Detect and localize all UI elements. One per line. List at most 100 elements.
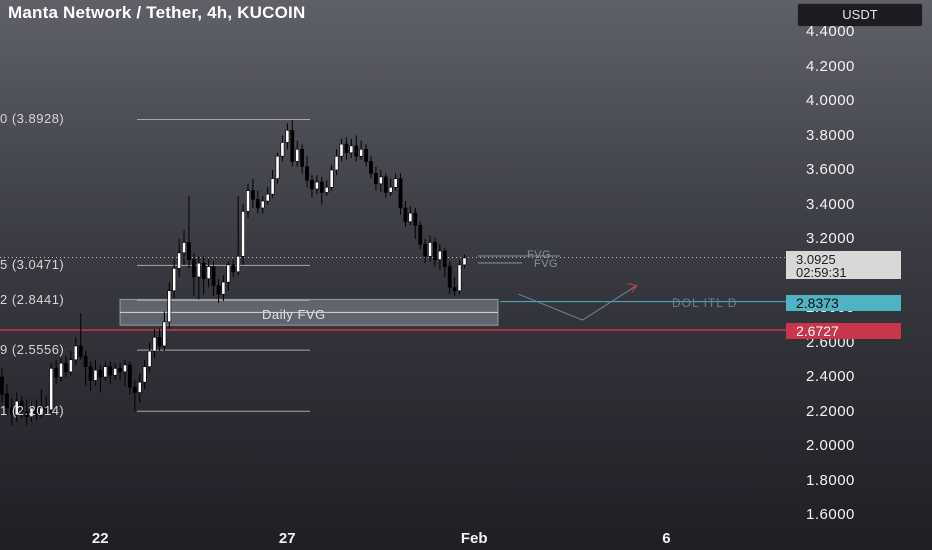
candle-body [378, 176, 383, 185]
candle-body [300, 149, 305, 167]
candle-body [270, 178, 275, 195]
candle-body [393, 178, 398, 188]
candle-body [211, 266, 216, 286]
candle-body [162, 321, 167, 347]
fib-level-label: 1 (2.2014) [0, 403, 65, 419]
candle-body [113, 368, 118, 376]
candle-body [177, 252, 182, 269]
candle-body [236, 255, 241, 273]
candle-body [5, 393, 9, 409]
candle-body [172, 268, 177, 292]
candle-body [295, 149, 300, 162]
y-tick-label: 3.2000 [806, 230, 855, 247]
candle-body [73, 345, 78, 361]
candle-body [128, 364, 132, 388]
candle-body [339, 143, 344, 157]
candle-body [83, 355, 88, 367]
candle-body [369, 161, 373, 174]
candle-body [132, 387, 137, 393]
candle-body [216, 285, 221, 295]
candle-body [88, 366, 93, 381]
candle-body [142, 366, 147, 383]
x-tick-label: 6 [662, 530, 671, 547]
candle-body [329, 169, 334, 188]
level-tag-red: 2.6727 [786, 323, 901, 339]
candle-body [24, 411, 29, 417]
candle-body [305, 166, 309, 181]
y-tick-label: 1.8000 [806, 471, 855, 489]
currency-selector[interactable]: USDT [797, 3, 923, 27]
candle-body [14, 400, 19, 416]
candle-body [462, 257, 467, 266]
candle-body [374, 173, 378, 185]
projection-arrowhead [627, 282, 638, 293]
x-tick-label: Feb [460, 530, 488, 547]
candle-body [147, 350, 152, 367]
candle-body [442, 250, 447, 267]
candle-body [152, 337, 157, 352]
candle-body [49, 368, 54, 411]
fvg-label-bottom: FVG [534, 258, 559, 270]
candle-body [265, 193, 270, 202]
candle-body [359, 149, 364, 157]
candle-body [39, 407, 44, 416]
fib-level-label: 2 (2.8441) [0, 292, 65, 308]
candle-body [388, 186, 393, 193]
y-tick-label: 2.0000 [806, 437, 855, 454]
x-tick-label: 27 [278, 530, 296, 547]
candle-body [187, 242, 191, 260]
candle-body [403, 207, 408, 223]
candle-body [98, 369, 103, 378]
candle-body [398, 178, 403, 209]
candle-body [54, 368, 59, 378]
candle-body [324, 186, 329, 193]
bar-countdown: 02:59:31 [796, 265, 847, 280]
candle-body [9, 407, 14, 416]
candle-body [0, 376, 4, 395]
y-tick-label: 1.6000 [806, 506, 855, 523]
candle-body [413, 212, 418, 226]
candle-body [191, 259, 196, 278]
candle-body [447, 266, 452, 288]
candle-body [423, 243, 428, 257]
dol-label: DOL ITL D [672, 296, 738, 310]
candle-body [157, 337, 162, 347]
candle-body [118, 368, 122, 373]
candle-body [437, 250, 442, 260]
candle-body [226, 264, 231, 283]
candle-body [93, 369, 98, 381]
candle-body [354, 145, 359, 157]
candle-body [255, 199, 260, 209]
candle-body [319, 181, 324, 193]
candle-body [19, 400, 24, 412]
candle-body [34, 407, 39, 416]
candle-body [201, 262, 206, 279]
chart-lines-layer [0, 118, 786, 412]
candle-body [206, 266, 211, 279]
candle-body [383, 176, 388, 193]
level-tag-teal: 2.8373 [786, 295, 901, 311]
candle-body [310, 180, 314, 190]
candle-body [334, 155, 339, 171]
candle-body [408, 212, 413, 223]
candle-body [64, 362, 68, 373]
candle-body [59, 362, 63, 378]
candle-body [251, 190, 255, 200]
candle-body [275, 155, 280, 179]
candle-body [418, 224, 423, 245]
candle-body [108, 366, 113, 376]
fvg-label-top: FVG [527, 249, 552, 261]
candle-body [167, 290, 172, 323]
y-tick-label: 3.4000 [806, 195, 855, 213]
chart-title: Manta Network / Tether, 4h, KUCOIN [8, 3, 306, 22]
y-tick-label: 4.4000 [806, 23, 855, 40]
candle-body [433, 242, 437, 260]
current-price-value: 3.0925 [796, 252, 836, 267]
candle-body [457, 264, 462, 292]
candle-body [103, 366, 108, 378]
projection-layer [518, 282, 638, 321]
candle-body [68, 359, 73, 373]
y-tick-label: 3.8000 [806, 126, 855, 144]
y-tick-label: 2.2000 [806, 402, 855, 420]
